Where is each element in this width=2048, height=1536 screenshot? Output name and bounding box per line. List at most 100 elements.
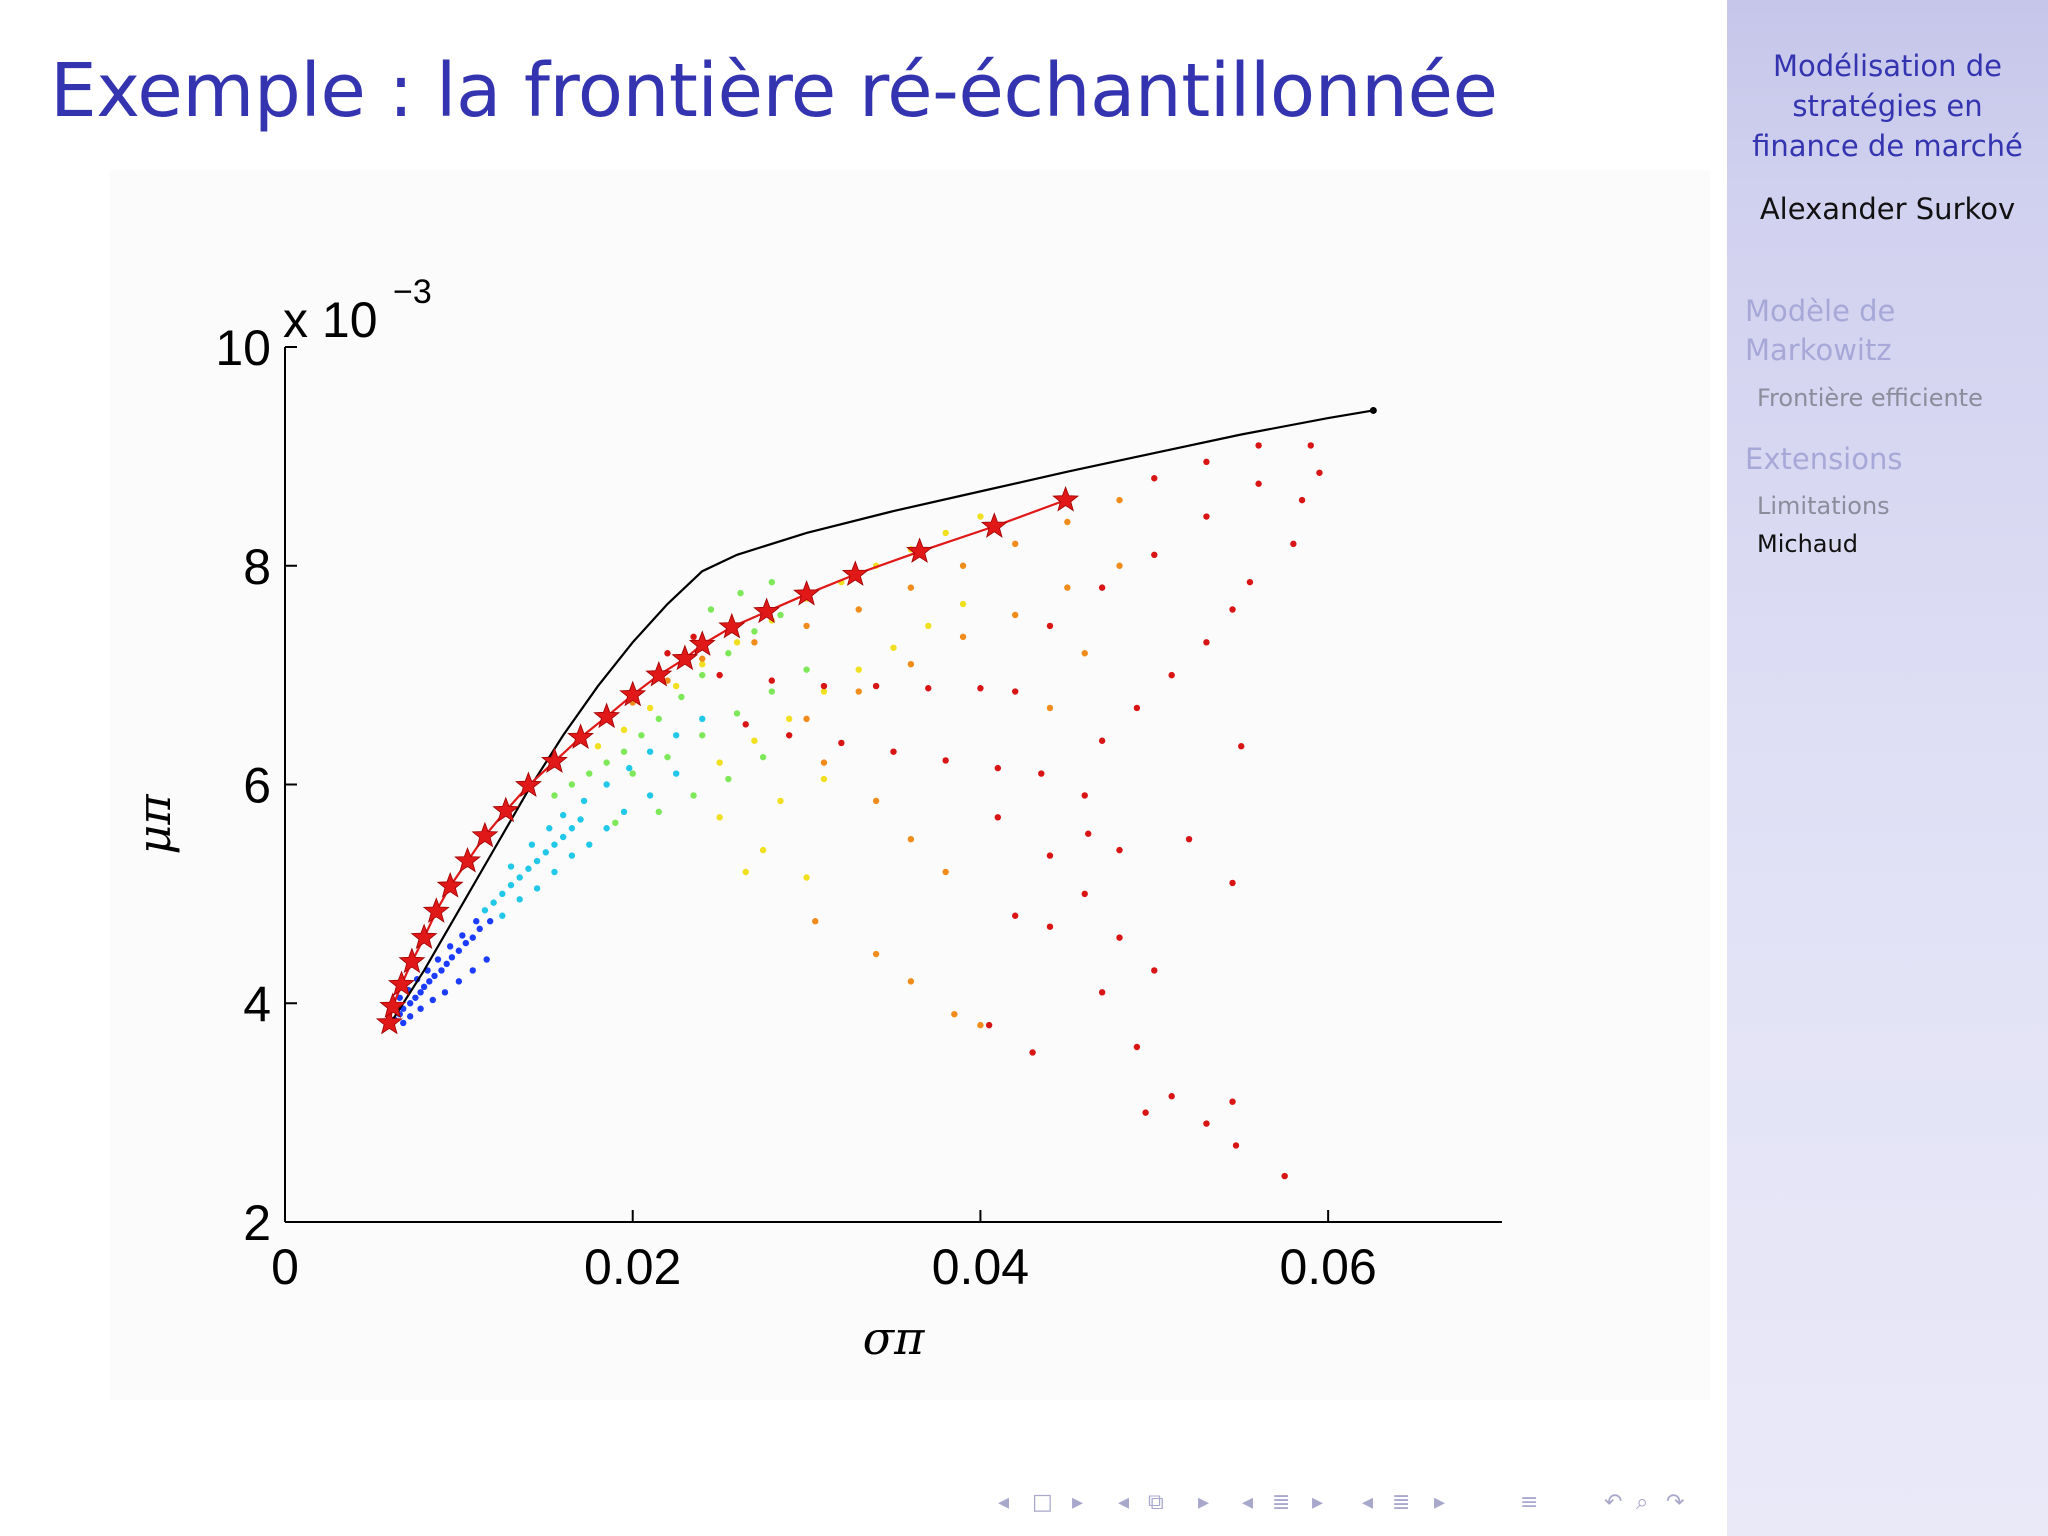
scatter-point-cyan xyxy=(533,857,541,865)
scatter-point-cyan xyxy=(568,852,576,859)
resampled-frontier-line xyxy=(388,499,1066,1024)
scatter-point-cyan xyxy=(699,715,706,723)
scatter-point-red xyxy=(1203,458,1210,466)
sidebar-author[interactable]: Alexander Surkov xyxy=(1759,192,2016,226)
scatter-point-red xyxy=(1229,1098,1236,1105)
scatter-point-blue xyxy=(469,967,476,974)
star-marker xyxy=(671,644,699,671)
arrow-right-icon[interactable]: ▸ xyxy=(1434,1490,1446,1515)
arrow-right-icon[interactable]: ▸ xyxy=(1072,1490,1084,1515)
scatter-point-red xyxy=(890,748,897,755)
arrow-right-icon[interactable]: ▸ xyxy=(1312,1490,1324,1515)
scatter-point-yellow xyxy=(855,666,862,673)
star-marker xyxy=(567,723,594,749)
star-marker xyxy=(753,597,780,624)
scatter-point-green xyxy=(678,693,685,701)
sidebar-section-extensions[interactable]: Extensions xyxy=(1745,440,1902,479)
scatter-point-green xyxy=(751,628,758,635)
sidebar-subsection-limitations[interactable]: Limitations xyxy=(1757,492,1890,520)
scatter-point-green xyxy=(612,819,619,826)
scatter-point-blue xyxy=(400,1019,407,1027)
scatter-point-cyan xyxy=(603,781,610,788)
redo-icon[interactable]: ↷ xyxy=(1666,1490,1685,1515)
y-tick-label: 10 xyxy=(215,320,271,376)
arrow-left-icon[interactable]: ◂ xyxy=(1118,1490,1130,1515)
scatter-point-orange xyxy=(855,688,862,695)
scatter-point-cyan xyxy=(525,865,532,872)
section-icon[interactable]: ≣ xyxy=(1272,1490,1291,1515)
scatter-point-yellow xyxy=(820,775,828,783)
scatter-point-red xyxy=(1133,704,1141,712)
scatter-point-red xyxy=(1203,639,1210,646)
sidebar-title[interactable]: Modélisation de stratégies en finance de… xyxy=(1727,46,2048,166)
scatter-point-blue xyxy=(420,983,428,991)
scatter-point-orange xyxy=(664,677,671,684)
sidebar-subsection-frontiere[interactable]: Frontière efficiente xyxy=(1757,384,1983,412)
scatter-point-cyan xyxy=(507,881,515,889)
scatter-point-orange xyxy=(959,633,967,641)
star-marker xyxy=(514,771,542,798)
scatter-point-yellow xyxy=(777,797,784,805)
sidebar-section-markowitz[interactable]: Modèle de Markowitz xyxy=(1745,292,1895,370)
y-tick-label: 6 xyxy=(243,758,271,814)
scatter-point-cyan xyxy=(507,863,515,870)
scatter-point-red xyxy=(1046,622,1054,630)
scatter-point-green xyxy=(699,671,706,679)
scatter-point-green xyxy=(759,753,767,761)
y-multiplier-label: x 10 xyxy=(283,292,378,348)
scatter-point-green xyxy=(690,792,697,799)
scatter-point-blue xyxy=(406,1013,414,1020)
search-icon[interactable]: ⌕ xyxy=(1636,1490,1649,1515)
scatter-point-yellow xyxy=(716,759,723,766)
scatter-point-green xyxy=(603,759,610,766)
star-marker xyxy=(619,680,647,707)
star-marker xyxy=(436,872,464,898)
arrow-left-icon[interactable]: ◂ xyxy=(998,1490,1010,1515)
scatter-point-red xyxy=(1098,737,1106,744)
star-marker xyxy=(980,512,1008,538)
scatter-point-yellow xyxy=(803,874,810,881)
arrow-right-icon[interactable]: ▸ xyxy=(1198,1490,1210,1515)
scatter-point-cyan xyxy=(551,868,558,876)
arrow-left-icon[interactable]: ◂ xyxy=(1362,1490,1374,1515)
scatter-point-orange xyxy=(812,918,819,925)
scatter-point-red xyxy=(1038,770,1045,777)
scatter-point-orange xyxy=(1012,540,1019,548)
align-icon[interactable]: ≡ xyxy=(1520,1490,1539,1515)
plot-area: 0 0.02 0.04 0.06 2 4 6 8 10 x 10 −3 σπ μπ xyxy=(110,170,1710,1400)
frame-icon[interactable]: □ xyxy=(1032,1490,1053,1515)
scatter-point-blue xyxy=(462,939,470,947)
star-marker xyxy=(398,947,426,974)
scatter-point-red xyxy=(1168,671,1175,679)
subsection-icon[interactable]: ⧉ xyxy=(1148,1490,1164,1515)
scatter-point-cyan xyxy=(620,808,628,816)
scatter-point-green xyxy=(768,688,775,695)
scatter-point-cyan xyxy=(559,811,567,819)
scatter-point-red xyxy=(1246,578,1254,586)
scatter-point-green xyxy=(725,650,732,657)
scatter-point-blue xyxy=(486,918,494,925)
scatter-point-red xyxy=(977,685,984,692)
section-icon[interactable]: ≣ xyxy=(1392,1490,1411,1515)
frontier-line xyxy=(388,409,1374,1026)
scatter-point-red xyxy=(1238,743,1245,750)
scatter-point-red xyxy=(1203,1120,1210,1127)
scatter-point-green xyxy=(586,770,593,777)
scatter-point-green xyxy=(725,775,732,783)
star-marker xyxy=(718,612,746,639)
undo-icon[interactable]: ↶ xyxy=(1604,1490,1623,1515)
scatter-point-orange xyxy=(951,1010,958,1018)
x-tick-label: 0.04 xyxy=(932,1239,1029,1295)
scatter-point-blue xyxy=(406,1000,414,1007)
scatter-point-red xyxy=(1151,551,1158,559)
scatter-point-red xyxy=(1255,480,1262,487)
arrow-left-icon[interactable]: ◂ xyxy=(1242,1490,1254,1515)
scatter-point-blue xyxy=(448,954,456,961)
scatter-point-red xyxy=(820,682,828,690)
star-marker xyxy=(645,660,673,687)
scatter-point-green xyxy=(803,666,810,673)
scatter-point-red xyxy=(1307,442,1314,449)
scatter-point-red xyxy=(838,739,845,747)
scatter-point-red xyxy=(1116,846,1123,854)
sidebar-subsection-michaud[interactable]: Michaud xyxy=(1757,530,1858,558)
